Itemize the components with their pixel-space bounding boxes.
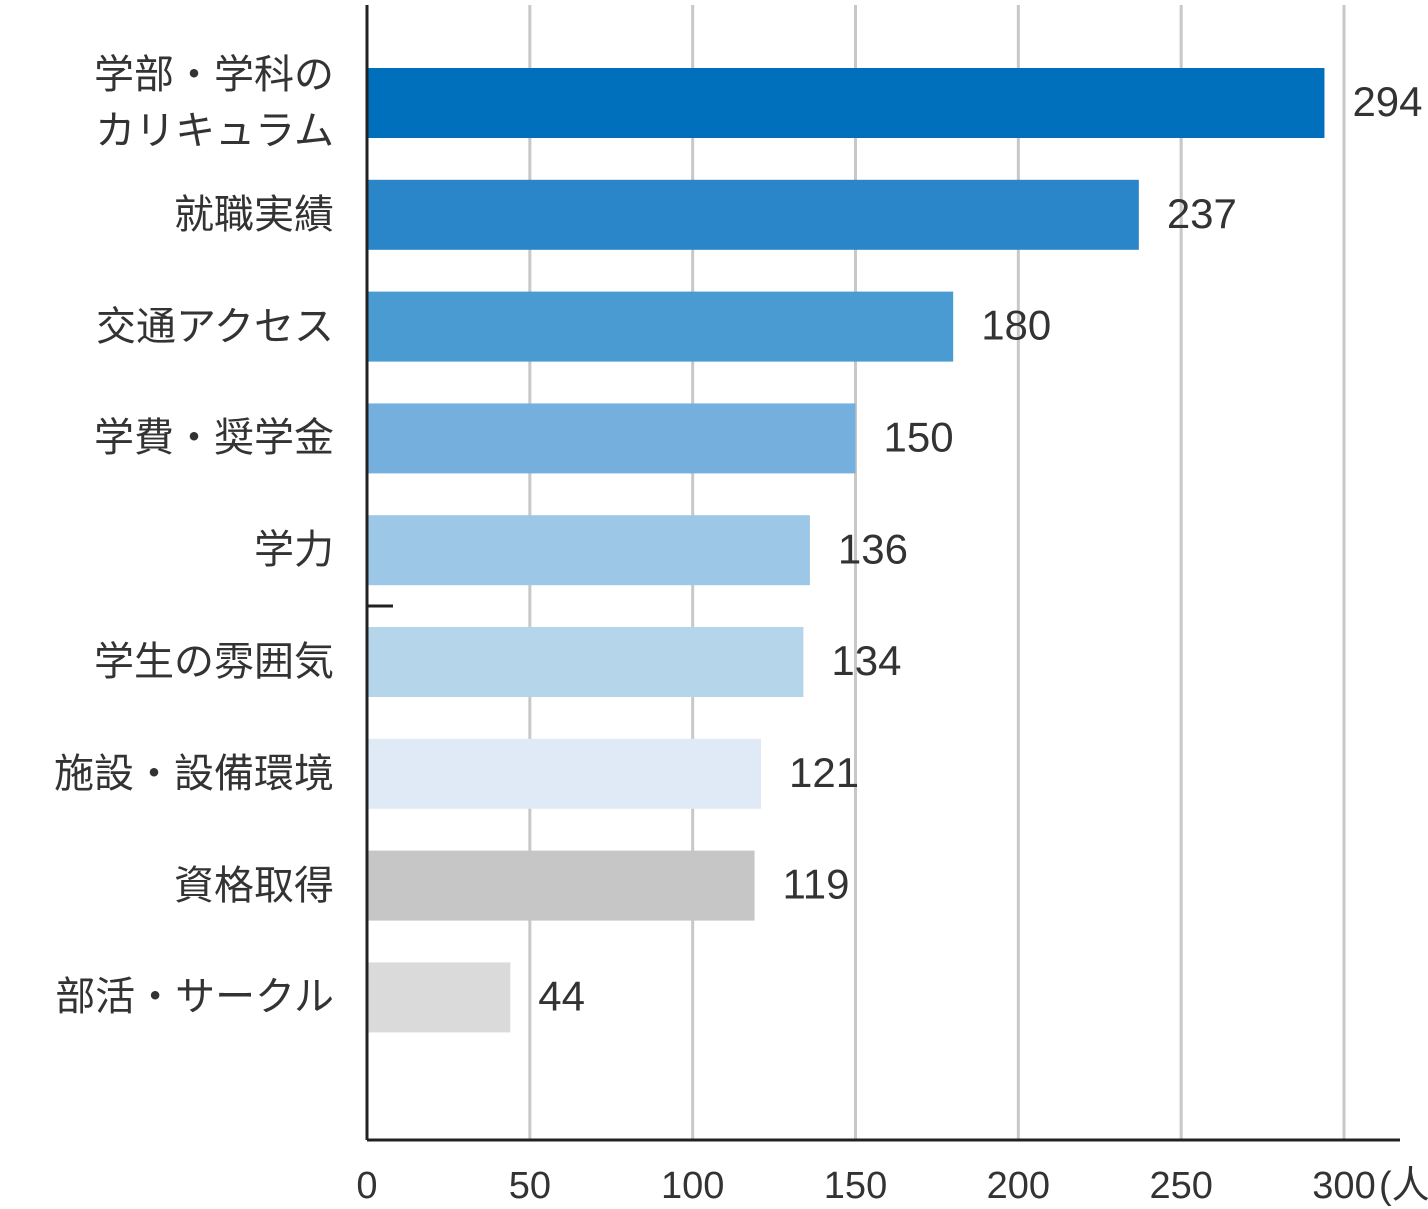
y-tick-label: 就職実績 — [174, 191, 334, 238]
value-label: 294 — [1352, 78, 1422, 125]
bar — [367, 179, 1139, 250]
y-tick-label: 学生の雰囲気 — [94, 639, 334, 685]
bar — [367, 627, 804, 697]
bar — [367, 738, 762, 809]
x-tick-label: 150 — [824, 1165, 887, 1207]
bar — [367, 962, 511, 1033]
bar — [367, 515, 810, 586]
value-label: 136 — [838, 525, 908, 572]
y-tick-label: 学力 — [254, 527, 334, 574]
x-tick-label: 200 — [987, 1165, 1050, 1207]
x-tick-label: 250 — [1149, 1165, 1212, 1207]
value-label: 119 — [783, 861, 850, 908]
x-tick-label: 0 — [356, 1165, 377, 1207]
x-tick-label: 100 — [661, 1165, 724, 1207]
y-tick-label: 部活・サークル — [55, 974, 334, 1021]
bar — [367, 291, 954, 362]
value-label: 44 — [538, 972, 585, 1019]
value-label: 134 — [831, 637, 901, 684]
bar — [367, 68, 1325, 138]
y-tick-label: 資格取得 — [174, 862, 334, 909]
value-label: 121 — [789, 749, 859, 796]
x-unit-label: (人) — [1379, 1165, 1428, 1207]
value-label: 180 — [981, 302, 1051, 349]
value-label: 150 — [884, 413, 954, 460]
bar — [367, 403, 856, 474]
y-tick-label: 交通アクセス — [96, 303, 334, 350]
y-tick-label: 学部・学科の カリキュラム — [94, 52, 334, 154]
x-tick-label: 300 — [1312, 1165, 1375, 1207]
x-tick-label: 50 — [509, 1165, 551, 1207]
value-label: 237 — [1167, 190, 1237, 237]
y-tick-label: 学費・奨学金 — [94, 415, 334, 462]
bar — [367, 850, 755, 921]
y-tick-label: 施設・設備環境 — [54, 750, 334, 797]
